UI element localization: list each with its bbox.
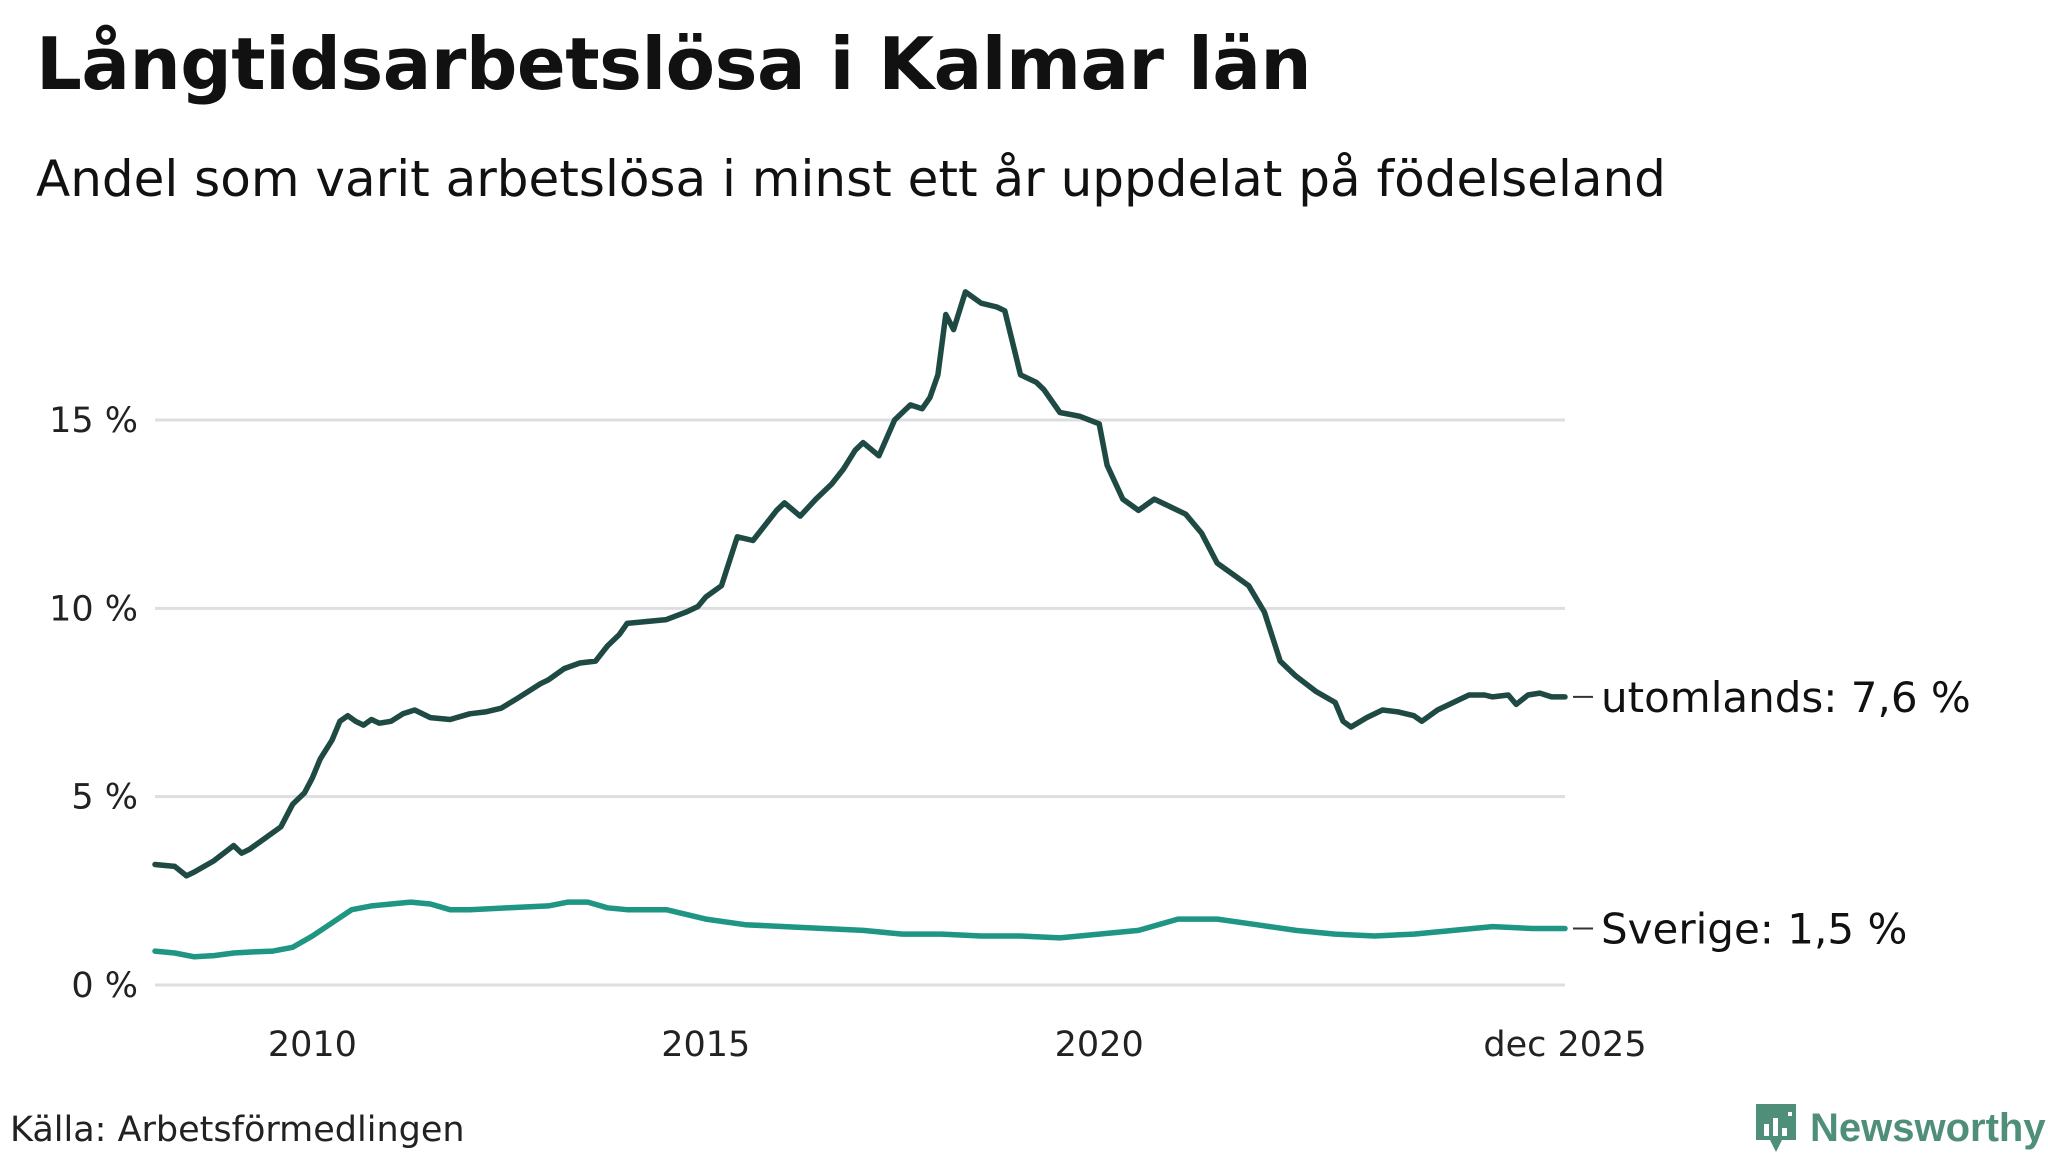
- series-line-sverige: [152, 899, 1568, 960]
- y-tick-label: 10 %: [49, 589, 138, 629]
- chart-title: Långtidsarbetslösa i Kalmar län: [36, 22, 1312, 106]
- newsworthy-logo-icon: [1756, 1104, 1796, 1152]
- x-axis-tick-labels: 2010 2015 2020 dec 2025: [268, 1025, 1647, 1065]
- series-end-labels: utomlands: 7,6 % Sverige: 1,5 %: [1573, 673, 1971, 954]
- series-lines: [152, 289, 1568, 960]
- series-line-utomlands: [152, 289, 1568, 879]
- end-label-utomlands: utomlands: 7,6 %: [1601, 673, 1971, 722]
- brand-name: Newsworthy: [1810, 1105, 2046, 1150]
- end-label-sverige: Sverige: 1,5 %: [1601, 905, 1907, 954]
- chart-subtitle: Andel som varit arbetslösa i minst ett å…: [36, 150, 1666, 208]
- y-axis-tick-labels: 0 % 5 % 10 % 15 %: [49, 401, 138, 1006]
- brand-logo: Newsworthy: [1752, 1100, 2046, 1156]
- x-tick-label: 2020: [1055, 1025, 1144, 1065]
- source-note: Källa: Arbetsförmedlingen: [10, 1110, 465, 1150]
- gridlines: [155, 418, 1565, 987]
- x-tick-label: dec 2025: [1483, 1025, 1646, 1065]
- y-tick-label: 15 %: [49, 401, 138, 441]
- y-tick-label: 0 %: [71, 966, 138, 1006]
- x-tick-label: 2010: [268, 1025, 357, 1065]
- y-tick-label: 5 %: [71, 778, 138, 818]
- x-tick-label: 2015: [661, 1025, 750, 1065]
